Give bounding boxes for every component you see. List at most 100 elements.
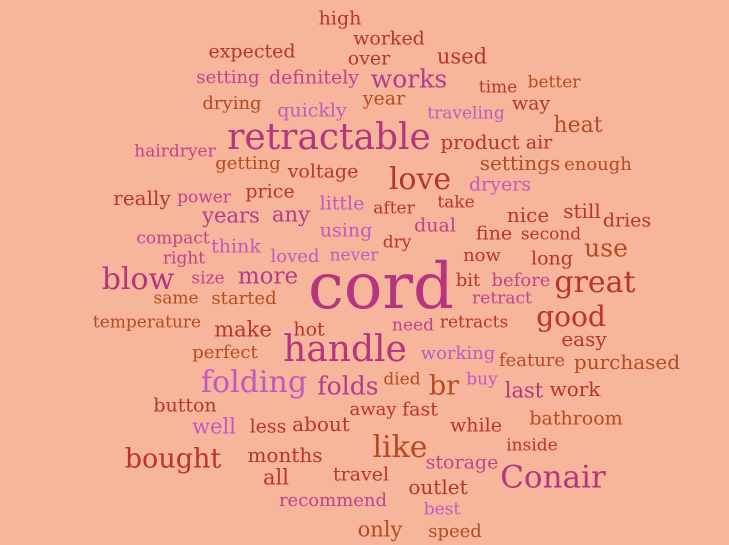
word-retractable: retractable — [227, 117, 431, 158]
word-button: button — [153, 394, 217, 417]
word-take: take — [437, 192, 475, 213]
word-fine: fine — [475, 222, 513, 245]
word-easy: easy — [561, 327, 607, 351]
word-like: like — [372, 430, 428, 465]
word-size: size — [191, 268, 225, 289]
word-settings: settings — [479, 151, 561, 175]
word-inside: inside — [506, 435, 558, 456]
word-dryers: dryers — [468, 173, 532, 196]
word-recommend: recommend — [278, 490, 388, 511]
word-while: while — [450, 414, 502, 437]
word-conair: Conair — [500, 459, 606, 496]
word-dries: dries — [602, 209, 652, 232]
word-over: over — [347, 47, 391, 70]
word-dual: dual — [414, 214, 456, 237]
word-fast: fast — [402, 398, 438, 421]
word-blow: blow — [101, 262, 175, 297]
word-feature: feature — [498, 350, 566, 371]
word-only: only — [357, 517, 403, 542]
word-after: after — [373, 198, 415, 219]
word-cord: cord — [308, 250, 454, 324]
word-price: price — [245, 180, 295, 203]
word-bought: bought — [124, 443, 222, 475]
word-voltage: voltage — [287, 160, 359, 183]
word-work: work — [549, 377, 601, 401]
word-well: well — [192, 414, 236, 439]
word-retracts: retracts — [439, 312, 509, 333]
word-folding: folding — [200, 365, 308, 400]
word-purchased: purchased — [573, 350, 681, 374]
word-any: any — [272, 202, 310, 227]
word-drying: drying — [202, 93, 262, 114]
word-nice: nice — [506, 203, 550, 227]
word-never: never — [329, 245, 379, 266]
word-bathroom: bathroom — [529, 407, 623, 430]
word-works: works — [370, 64, 448, 94]
word-started: started — [211, 288, 277, 309]
word-great: great — [554, 265, 636, 300]
word-years: years — [202, 203, 260, 228]
word-traveling: traveling — [427, 103, 505, 124]
word-year: year — [362, 87, 406, 110]
word-hot: hot — [293, 318, 325, 341]
word-months: months — [247, 443, 323, 467]
word-working: working — [420, 343, 496, 364]
word-br: br — [428, 370, 460, 402]
word-before: before — [491, 270, 551, 291]
word-storage: storage — [425, 451, 499, 474]
word-died: died — [383, 369, 421, 390]
word-best: best — [423, 499, 461, 520]
word-good: good — [536, 300, 606, 333]
word-using: using — [319, 219, 373, 242]
word-little: little — [319, 192, 365, 215]
word-compact: compact — [136, 228, 210, 249]
word-away: away — [349, 399, 397, 420]
word-time: time — [478, 77, 518, 98]
word-dry: dry — [382, 232, 412, 253]
word-heat: heat — [553, 113, 603, 138]
word-still: still — [563, 199, 601, 223]
word-same: same — [153, 288, 199, 309]
word-travel: travel — [332, 463, 390, 486]
word-perfect: perfect — [192, 342, 258, 363]
word-definitely: definitely — [268, 66, 360, 89]
word-think: think — [211, 235, 261, 258]
word-outlet: outlet — [408, 475, 468, 499]
word-love: love — [388, 162, 452, 197]
word-use: use — [584, 233, 628, 263]
word-getting: getting — [215, 153, 281, 174]
word-more: more — [237, 263, 299, 290]
word-really: really — [113, 186, 171, 210]
word-make: make — [214, 317, 272, 342]
word-temperature: temperature — [92, 312, 202, 333]
word-enough: enough — [564, 154, 632, 175]
word-all: all — [263, 465, 289, 490]
word-worked: worked — [353, 27, 425, 50]
word-better: better — [527, 72, 581, 93]
word-last: last — [504, 378, 544, 403]
word-air: air — [525, 131, 553, 154]
word-bit: bit — [455, 270, 481, 291]
word-buy: buy — [466, 369, 498, 390]
word-folds: folds — [317, 371, 379, 401]
word-quickly: quickly — [277, 99, 347, 122]
word-long: long — [531, 247, 573, 270]
word-expected: expected — [208, 40, 296, 63]
word-second: second — [520, 224, 582, 245]
word-right: right — [162, 248, 206, 269]
word-hairdryer: hairdryer — [134, 141, 216, 162]
word-power: power — [177, 187, 231, 208]
word-product: product — [440, 130, 520, 154]
word-high: high — [318, 7, 362, 30]
word-retract: retract — [472, 288, 532, 309]
word-less: less — [249, 415, 287, 438]
word-need: need — [392, 315, 434, 336]
word-now: now — [463, 245, 501, 266]
word-speed: speed — [428, 521, 482, 542]
word-handle: handle — [283, 329, 407, 370]
word-about: about — [292, 412, 350, 436]
word-setting: setting — [196, 67, 260, 88]
word-used: used — [436, 44, 488, 69]
word-way: way — [511, 92, 551, 115]
